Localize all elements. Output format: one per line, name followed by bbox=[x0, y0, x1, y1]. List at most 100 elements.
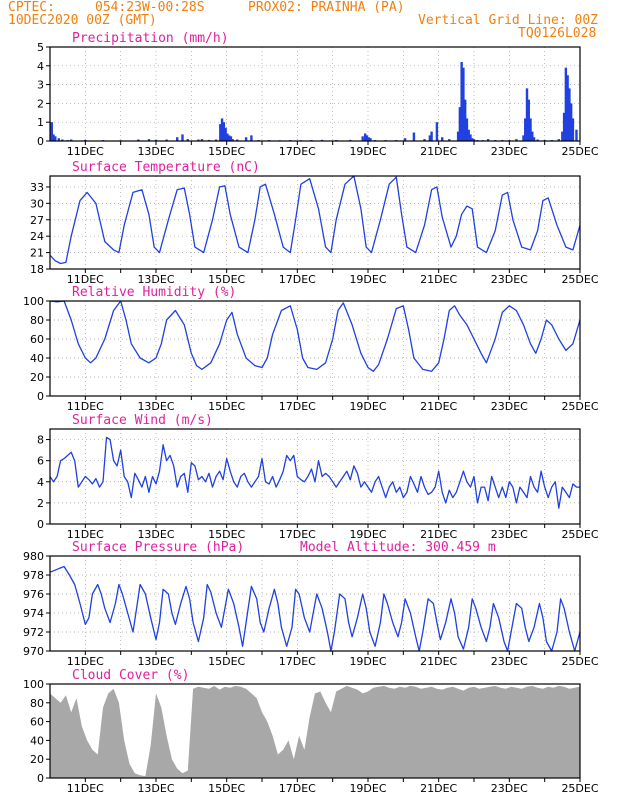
precip-bar bbox=[220, 118, 224, 141]
x-tick-label: 13DEC bbox=[137, 528, 174, 541]
x-tick-label: 11DEC bbox=[67, 273, 104, 286]
y-tick-label: 0 bbox=[37, 390, 44, 403]
precip-bar bbox=[200, 139, 204, 141]
y-tick-label: 24 bbox=[30, 230, 44, 243]
precip-bar bbox=[525, 88, 529, 141]
x-tick-label: 19DEC bbox=[349, 145, 386, 158]
precip-bar bbox=[569, 103, 573, 141]
grid-line-note: Vertical Grid Line: 00Z bbox=[418, 13, 599, 28]
panel-temp: Surface Temperature (nC) 18 21 24 27 30 33 11DE… bbox=[30, 160, 599, 286]
y-tick-label: 100 bbox=[23, 678, 44, 691]
precip-bar bbox=[176, 137, 179, 141]
station-code-label: CPTEC: bbox=[8, 0, 55, 15]
y-tick-label: 4 bbox=[37, 476, 44, 489]
precip-bar bbox=[435, 122, 439, 141]
model-id: TQ0126L028 bbox=[518, 26, 597, 41]
x-tick-label: 13DEC bbox=[137, 145, 174, 158]
y-tick-label: 974 bbox=[23, 607, 44, 620]
x-tick-label: 25DEC bbox=[561, 273, 598, 286]
precip-bar bbox=[561, 131, 564, 141]
x-tick-label: 25DEC bbox=[561, 145, 598, 158]
precip-bar bbox=[363, 133, 367, 141]
x-tick-label: 19DEC bbox=[349, 655, 386, 668]
precip-bar bbox=[361, 136, 364, 141]
x-tick-label: 23DEC bbox=[491, 655, 528, 668]
y-tick-label: 980 bbox=[23, 550, 44, 563]
precip-bar bbox=[186, 139, 189, 141]
precip-bar bbox=[471, 138, 474, 141]
precip-bar bbox=[231, 139, 234, 141]
precip-bar bbox=[465, 118, 469, 141]
x-tick-label: 17DEC bbox=[279, 273, 316, 286]
precip-bar bbox=[52, 134, 55, 141]
x-tick-label: 19DEC bbox=[349, 400, 386, 413]
y-tick-label: 970 bbox=[23, 645, 44, 658]
x-tick-label: 15DEC bbox=[208, 655, 245, 668]
precip-bar bbox=[557, 139, 560, 141]
precip-bar bbox=[467, 129, 470, 141]
y-tick-label: 33 bbox=[30, 181, 44, 194]
panel-title: Relative Humidity (%) bbox=[72, 285, 236, 300]
y-tick-label: 978 bbox=[23, 569, 44, 582]
y-tick-label: 30 bbox=[30, 197, 44, 210]
precip-bar bbox=[462, 67, 465, 141]
x-tick-label: 11DEC bbox=[67, 528, 104, 541]
precip-bar bbox=[423, 139, 426, 141]
y-tick-label: 21 bbox=[30, 247, 44, 260]
panel-frame bbox=[49, 46, 581, 142]
run-datetime: 10DEC2020 00Z (GMT) bbox=[8, 13, 157, 28]
panel-title: Surface Temperature (nC) bbox=[72, 160, 260, 175]
panel-frame bbox=[49, 175, 581, 270]
y-tick-label: 100 bbox=[23, 295, 44, 308]
precip-bar bbox=[219, 124, 222, 141]
precip-bar bbox=[524, 118, 527, 141]
panel-title: Surface Wind (m/s) bbox=[72, 413, 213, 428]
x-tick-label: 13DEC bbox=[137, 782, 174, 795]
cloud-cover-area bbox=[50, 685, 580, 778]
panel-title: Surface Pressure (hPa) bbox=[72, 540, 244, 555]
panel-title: Cloud Cover (%) bbox=[72, 668, 189, 683]
temp-series-line bbox=[49, 175, 581, 265]
pressure-series-line bbox=[49, 565, 581, 652]
precip-bar bbox=[460, 62, 463, 141]
panel-pressure: Surface Pressure (hPa) Model Altitude: 30… bbox=[23, 540, 599, 668]
x-tick-label: 23DEC bbox=[491, 145, 528, 158]
x-tick-label: 17DEC bbox=[279, 400, 316, 413]
precip-bar bbox=[165, 139, 168, 141]
y-tick-label: 0 bbox=[37, 772, 44, 785]
x-tick-label: 25DEC bbox=[561, 528, 598, 541]
precip-bar bbox=[244, 137, 248, 141]
x-tick-label: 21DEC bbox=[420, 782, 457, 795]
x-tick-label: 23DEC bbox=[491, 782, 528, 795]
precip-bar bbox=[181, 134, 184, 141]
x-tick-label: 21DEC bbox=[420, 400, 457, 413]
x-tick-label: 11DEC bbox=[67, 655, 104, 668]
x-tick-label: 15DEC bbox=[208, 273, 245, 286]
precip-bar bbox=[61, 139, 64, 141]
precip-bar bbox=[57, 138, 61, 141]
x-tick-label: 15DEC bbox=[208, 528, 245, 541]
y-tick-label: 972 bbox=[23, 626, 44, 639]
precip-bar bbox=[369, 138, 372, 141]
x-tick-label: 11DEC bbox=[67, 145, 104, 158]
precip-bar bbox=[562, 112, 566, 141]
y-tick-label: 60 bbox=[30, 333, 44, 346]
x-tick-label: 11DEC bbox=[67, 400, 104, 413]
precip-bar bbox=[448, 139, 451, 141]
precip-bar bbox=[571, 118, 575, 141]
panel-precip: Precipitation (mm/h) 0 1 2 3 4 5 11DEC 13DEC 15DE… bbox=[37, 31, 599, 158]
precip-bar bbox=[250, 135, 253, 141]
panel-frame bbox=[49, 555, 581, 652]
x-tick-label: 17DEC bbox=[279, 782, 316, 795]
precip-bar bbox=[137, 139, 140, 141]
station-name: PROX02: PRAINHA (PA) bbox=[248, 0, 405, 15]
x-tick-label: 21DEC bbox=[420, 145, 457, 158]
panel-cloud: Cloud Cover (%) 0 20 40 60 80 100 11DEC 13DEC 15D… bbox=[23, 668, 599, 795]
precip-bar bbox=[458, 107, 462, 141]
y-tick-label: 3 bbox=[37, 79, 44, 92]
precip-bar bbox=[527, 99, 530, 141]
precip-bar bbox=[54, 136, 57, 141]
precip-bar bbox=[412, 132, 416, 141]
x-tick-label: 19DEC bbox=[349, 528, 386, 541]
